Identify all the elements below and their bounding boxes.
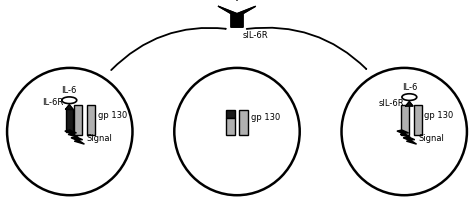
Bar	[87, 105, 95, 135]
Polygon shape	[71, 137, 84, 144]
Text: IL-6: IL-6	[401, 83, 417, 92]
Text: sIL-6R: sIL-6R	[378, 99, 404, 108]
FancyArrowPatch shape	[111, 28, 226, 70]
Bar	[226, 110, 235, 118]
Text: gp 130: gp 130	[98, 111, 127, 120]
Ellipse shape	[7, 68, 132, 195]
Bar	[239, 110, 248, 135]
Polygon shape	[397, 130, 410, 137]
Bar	[74, 105, 82, 135]
Polygon shape	[65, 130, 78, 137]
Ellipse shape	[174, 68, 300, 195]
Text: Signal: Signal	[418, 134, 444, 143]
Bar	[413, 105, 422, 135]
Ellipse shape	[341, 68, 467, 195]
Polygon shape	[403, 137, 417, 144]
Text: Signal: Signal	[86, 134, 112, 143]
Text: gp 130: gp 130	[251, 114, 281, 122]
Polygon shape	[406, 101, 413, 106]
FancyArrowPatch shape	[247, 28, 366, 69]
Text: sIL-6R: sIL-6R	[243, 31, 268, 40]
Text: gp 130: gp 130	[424, 111, 454, 120]
Bar	[226, 118, 235, 135]
Bar	[401, 105, 409, 135]
Polygon shape	[65, 105, 73, 109]
Polygon shape	[219, 6, 255, 27]
Circle shape	[62, 97, 77, 104]
Bar	[65, 109, 73, 132]
Text: IL-6: IL-6	[62, 86, 77, 95]
Text: IL-6R: IL-6R	[43, 98, 64, 107]
Circle shape	[402, 94, 417, 101]
